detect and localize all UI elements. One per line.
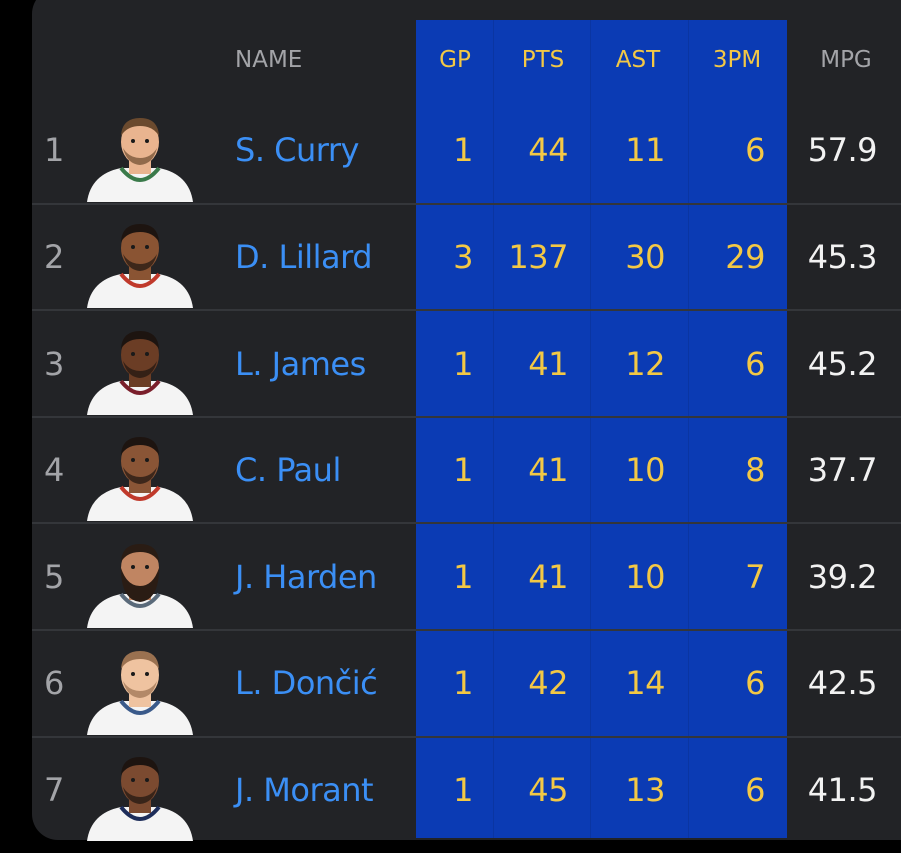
rank: 3 bbox=[44, 344, 64, 383]
row-divider bbox=[32, 202, 901, 205]
player-avatar bbox=[87, 117, 193, 202]
player-avatar bbox=[87, 437, 193, 522]
player-avatar bbox=[87, 757, 193, 842]
stat-value: 41 bbox=[528, 557, 568, 596]
stat-value: 6 bbox=[745, 131, 765, 170]
player-avatar bbox=[87, 544, 193, 628]
column-divider bbox=[493, 20, 494, 838]
stat-value: 10 bbox=[625, 557, 665, 596]
mpg-value: 37.7 bbox=[807, 451, 878, 490]
stat-value: 6 bbox=[745, 344, 765, 383]
stat-value: 41 bbox=[528, 344, 568, 383]
rank: 2 bbox=[44, 237, 64, 276]
stat-value: 14 bbox=[625, 664, 665, 703]
column-header: MPG bbox=[820, 47, 872, 73]
stat-value: 1 bbox=[453, 451, 473, 490]
row-divider bbox=[32, 629, 901, 631]
column-divider bbox=[688, 20, 689, 838]
rank: 7 bbox=[44, 770, 64, 809]
stat-value: 42 bbox=[528, 664, 568, 703]
column-divider bbox=[590, 20, 591, 838]
stat-value: 137 bbox=[508, 237, 568, 276]
stat-value: 45 bbox=[528, 770, 568, 809]
stat-value: 10 bbox=[625, 451, 665, 490]
stat-value: 1 bbox=[453, 131, 473, 170]
mpg-value: 57.9 bbox=[807, 131, 878, 170]
stat-value: 3 bbox=[453, 237, 473, 276]
stat-value: 41 bbox=[528, 451, 568, 490]
player-name: S. Curry bbox=[235, 131, 359, 170]
row-divider bbox=[32, 309, 901, 312]
stat-value: 12 bbox=[625, 344, 665, 383]
stat-value: 8 bbox=[745, 451, 765, 490]
row-divider bbox=[32, 522, 901, 525]
player-name: C. Paul bbox=[235, 451, 341, 490]
stat-value: 7 bbox=[745, 557, 765, 596]
stat-value: 1 bbox=[453, 557, 473, 596]
stat-value: 1 bbox=[453, 770, 473, 809]
column-header: NAME bbox=[235, 47, 303, 73]
mpg-value: 45.2 bbox=[807, 344, 878, 383]
stat-value: 29 bbox=[725, 237, 765, 276]
rank: 5 bbox=[44, 557, 64, 596]
stat-value: 44 bbox=[528, 131, 568, 170]
player-avatar bbox=[87, 650, 193, 735]
stat-value: 6 bbox=[745, 770, 765, 809]
stat-value: 1 bbox=[453, 344, 473, 383]
column-header: 3PM bbox=[712, 47, 762, 73]
mpg-value: 41.5 bbox=[807, 770, 878, 809]
player-name: J. Harden bbox=[235, 557, 377, 596]
stat-value: 6 bbox=[745, 664, 765, 703]
column-header: PTS bbox=[521, 47, 565, 73]
player-name: D. Lillard bbox=[235, 237, 373, 276]
column-header: GP bbox=[439, 47, 471, 73]
stat-value: 11 bbox=[625, 131, 665, 170]
player-name: L. Dončić bbox=[235, 664, 378, 703]
player-avatar bbox=[87, 224, 193, 309]
rank: 1 bbox=[44, 131, 64, 170]
stat-value: 1 bbox=[453, 664, 473, 703]
player-avatar bbox=[87, 330, 193, 415]
mpg-value: 42.5 bbox=[807, 664, 878, 703]
row-divider bbox=[32, 415, 901, 418]
highlight-band bbox=[416, 20, 787, 838]
stat-value: 13 bbox=[625, 770, 665, 809]
column-header: AST bbox=[615, 47, 661, 73]
stat-value: 30 bbox=[625, 237, 665, 276]
player-name: J. Morant bbox=[235, 770, 374, 809]
player-name: L. James bbox=[235, 344, 366, 383]
rank: 4 bbox=[44, 451, 64, 490]
mpg-value: 39.2 bbox=[807, 557, 878, 596]
rank: 6 bbox=[44, 664, 64, 703]
row-divider bbox=[32, 735, 901, 738]
mpg-value: 45.3 bbox=[807, 237, 878, 276]
